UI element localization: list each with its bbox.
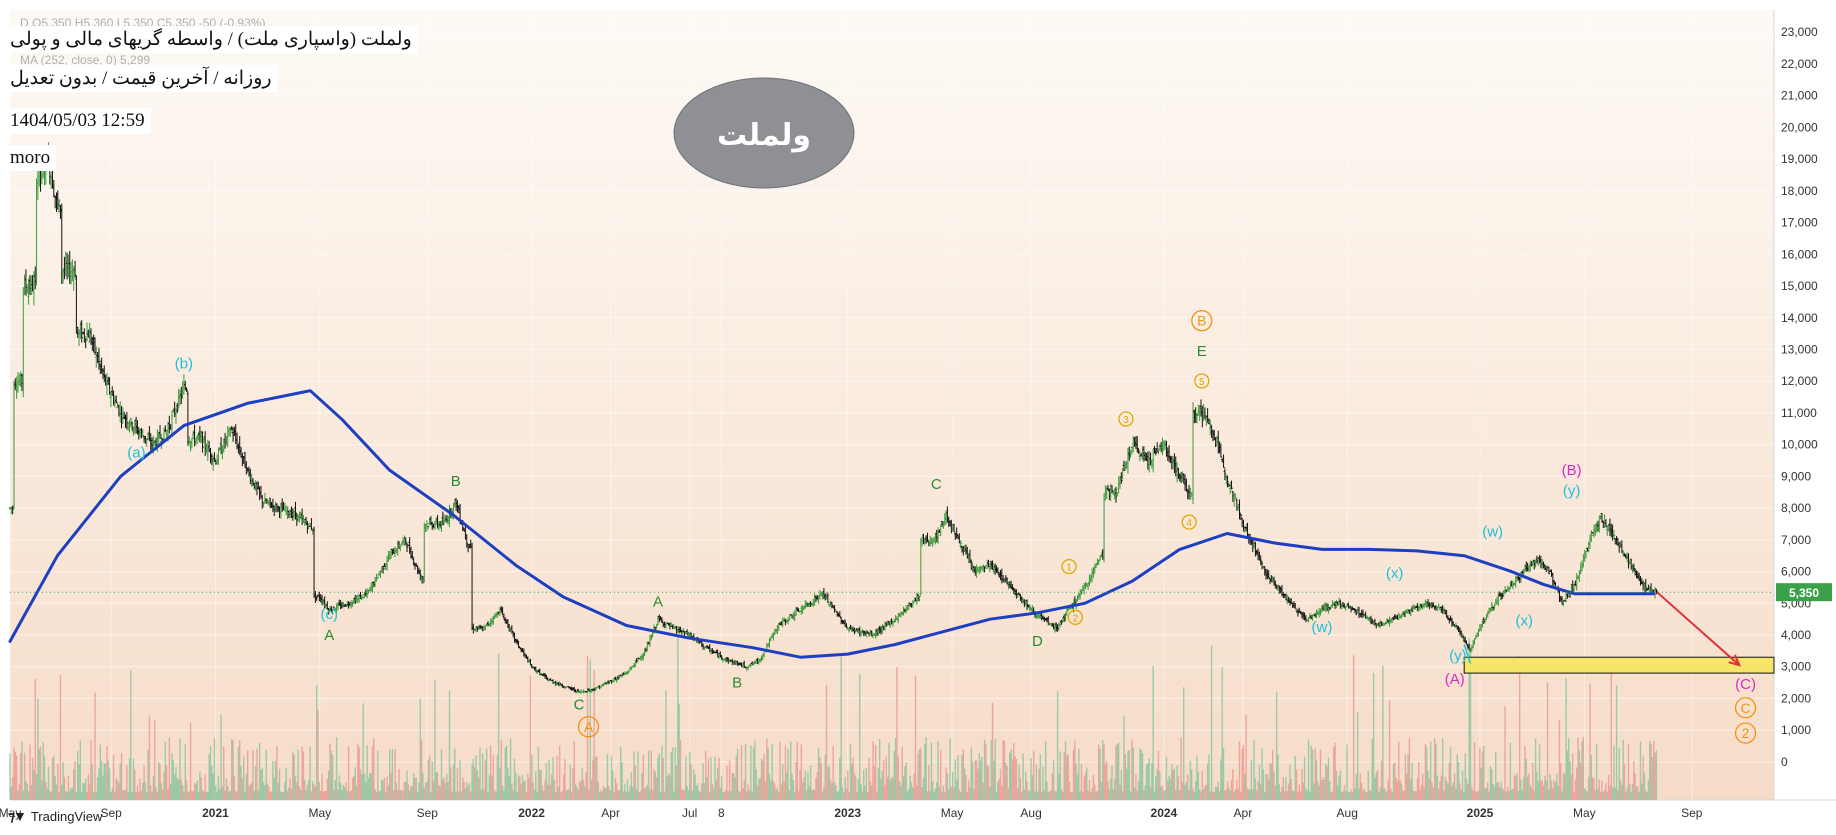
candles xyxy=(8,142,1658,694)
volume-bars xyxy=(9,634,1658,800)
plot-background xyxy=(10,10,1774,800)
price-axis-background xyxy=(1774,10,1836,800)
